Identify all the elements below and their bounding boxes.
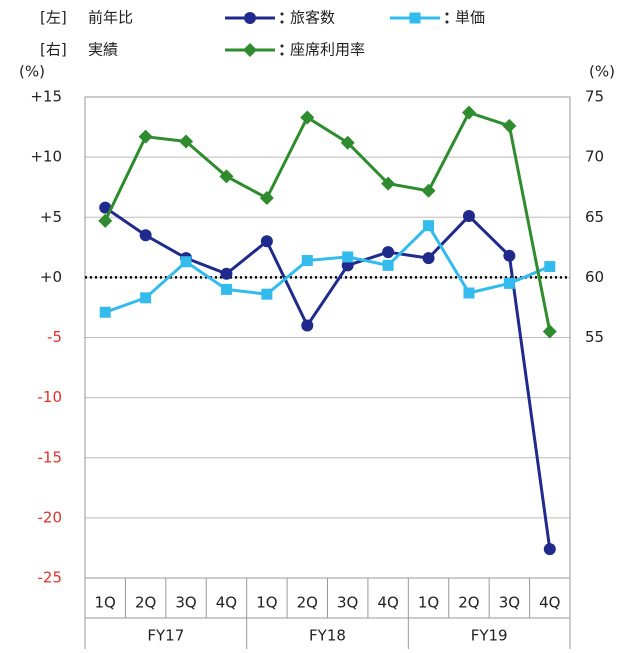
series-line [103, 110, 552, 332]
marker [463, 287, 475, 299]
y-tick-label: -20 [38, 508, 63, 526]
y2-tick-label: 65 [585, 208, 604, 226]
series-line [104, 206, 552, 550]
marker [382, 246, 395, 259]
x-tick-label: 3Q [337, 594, 358, 612]
marker [139, 229, 152, 242]
marker [259, 191, 274, 206]
y-tick-label: +10 [30, 148, 62, 166]
legend-colon [280, 44, 284, 48]
marker [220, 267, 233, 280]
x-tick-label: 1Q [256, 594, 277, 612]
marker [543, 543, 556, 556]
y-tick-label: -15 [38, 448, 63, 466]
marker [260, 235, 273, 248]
marker [342, 251, 354, 263]
marker [503, 249, 516, 262]
x-tick-label: 4Q [539, 594, 560, 612]
marker [382, 259, 394, 271]
marker [99, 306, 111, 318]
y2-tick-label: 60 [585, 268, 604, 286]
marker [542, 324, 557, 339]
marker [301, 319, 314, 332]
marker [409, 12, 421, 24]
x-tick-label: 1Q [95, 594, 116, 612]
marker [423, 220, 435, 232]
marker [421, 183, 436, 198]
y-tick-label: -25 [38, 569, 63, 587]
marker [140, 292, 152, 304]
group-label: FY18 [309, 627, 346, 645]
legend-colon [445, 12, 449, 16]
y2-tick-label: 75 [585, 88, 604, 106]
legend-label: 座席利用率 [290, 41, 365, 59]
y-tick-label: +15 [30, 88, 62, 106]
x-tick-label: 4Q [377, 594, 398, 612]
y-tick-label: +5 [40, 208, 62, 226]
legend-side: [左] [40, 9, 67, 27]
marker [180, 256, 192, 268]
legend-colon [280, 20, 284, 24]
legend-group-label: 実績 [88, 41, 118, 59]
x-tick-label: 1Q [418, 594, 439, 612]
group-label: FY17 [147, 627, 184, 645]
x-tick-label: 3Q [499, 594, 520, 612]
marker [244, 12, 256, 24]
marker [301, 255, 313, 267]
legend-label: 旅客数 [290, 9, 335, 27]
marker [99, 201, 112, 214]
y2-tick-label: 70 [585, 148, 604, 166]
marker [502, 118, 517, 133]
x-tick-label: 2Q [297, 594, 318, 612]
y-tick-label: +0 [40, 268, 62, 286]
x-tick-label: 3Q [175, 594, 196, 612]
legend-colon [280, 12, 284, 16]
marker [422, 252, 435, 265]
legend-label: 単価 [455, 9, 485, 27]
marker [300, 110, 315, 125]
legend-side: [右] [40, 41, 67, 59]
marker [544, 261, 556, 273]
y-tick-label: -10 [38, 388, 63, 406]
y2-tick-label: 55 [585, 328, 604, 346]
x-tick-label: 4Q [216, 594, 237, 612]
group-label: FY19 [471, 627, 508, 645]
legend-group-label: 前年比 [88, 9, 133, 27]
marker [503, 277, 515, 289]
x-tick-label: 2Q [135, 594, 156, 612]
series-line [104, 223, 551, 314]
marker [461, 105, 476, 120]
y2-unit: (%) [589, 63, 615, 81]
marker [138, 129, 153, 144]
marker [243, 43, 257, 57]
y-tick-label: -5 [47, 328, 62, 346]
legend-colon [445, 20, 449, 24]
legend-colon [280, 52, 284, 56]
marker [219, 169, 234, 184]
marker [98, 213, 113, 228]
marker [220, 283, 232, 295]
marker [179, 134, 194, 149]
marker [381, 176, 396, 191]
x-tick-label: 2Q [458, 594, 479, 612]
marker [261, 288, 273, 300]
y-unit: (%) [19, 63, 45, 81]
marker [462, 210, 475, 223]
marker [340, 135, 355, 150]
